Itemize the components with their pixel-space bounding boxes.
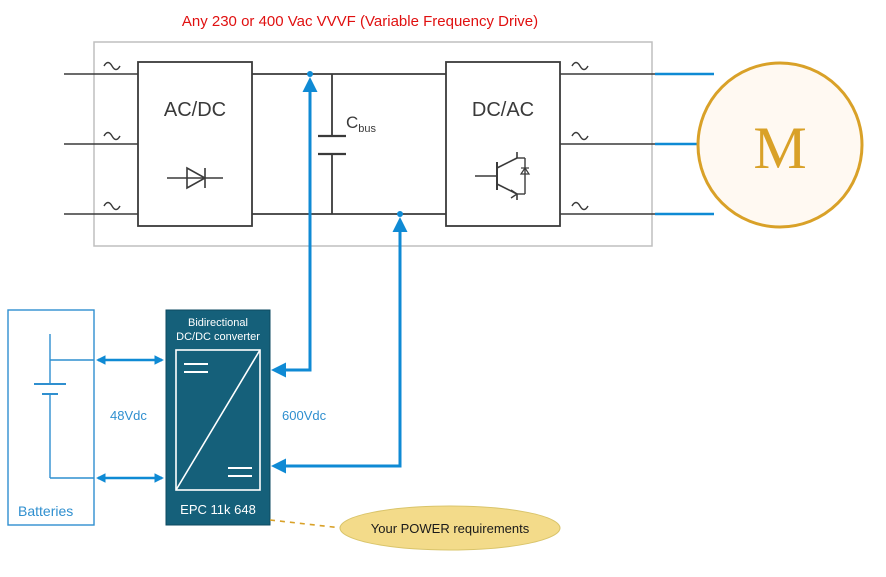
svg-text:Bidirectional: Bidirectional <box>188 317 248 329</box>
svg-text:DC/AC: DC/AC <box>472 99 534 121</box>
power-requirements-callout: Your POWER requirements <box>270 506 560 550</box>
dcac-block: DC/AC <box>446 62 560 226</box>
battery-block: Batteries <box>8 310 94 525</box>
converter-block: Bidirectional DC/DC converter EPC 11k 64… <box>166 310 270 525</box>
svg-text:DC/DC converter: DC/DC converter <box>176 331 260 343</box>
acdc-block: AC/DC <box>138 62 252 226</box>
svg-text:M: M <box>753 115 806 181</box>
conv-to-bus-bottom <box>274 220 400 466</box>
label-600vdc: 600Vdc <box>282 408 327 423</box>
bus-node-top <box>307 71 313 77</box>
svg-text:Batteries: Batteries <box>18 503 73 519</box>
svg-text:EPC 11k 648: EPC 11k 648 <box>180 502 256 517</box>
svg-text:Your POWER requirements: Your POWER requirements <box>371 521 530 536</box>
svg-text:AC/DC: AC/DC <box>164 99 226 121</box>
diagram-title: Any 230 or 400 Vac VVVF (Variable Freque… <box>182 13 538 30</box>
label-48vdc: 48Vdc <box>110 408 147 423</box>
motor-block: M <box>698 63 862 227</box>
bus-node-bottom <box>397 211 403 217</box>
